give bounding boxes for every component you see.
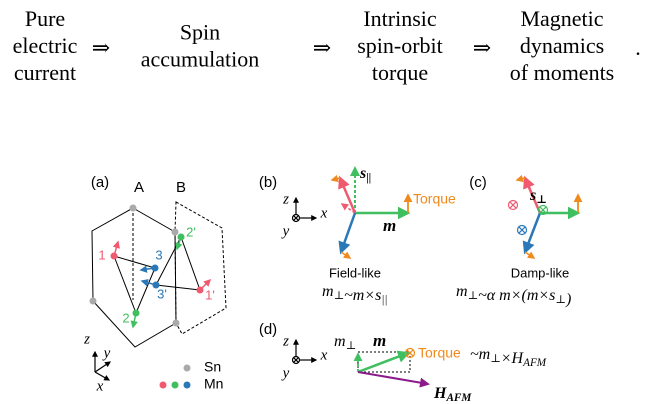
math-sub: ⊥ [490,353,501,365]
line [95,362,110,372]
math: s⊥ [529,187,547,206]
math-part: ) [565,291,571,308]
line [517,178,525,180]
panel-label: (c) [469,174,487,191]
flow-step: current [14,60,76,85]
flow-step: of moments [510,60,615,85]
legend-mn [172,382,179,389]
axis-label: x [320,347,328,363]
math-sub: ⊥ [346,340,357,352]
legend-mn [160,382,167,389]
axis-label: z [83,331,90,347]
flow-arrow: ⇒ [92,35,110,60]
flow-arrow: ⇒ [473,35,491,60]
math-sub: AFM [445,392,472,404]
cell-label: A [134,179,144,196]
line [340,178,355,213]
site-label: 3' [157,286,167,301]
math-part: m [383,216,396,235]
axis-label: x [96,378,104,394]
line [358,372,428,384]
panel-label: (d) [259,321,277,338]
line [181,237,200,290]
axis-label: y [281,365,290,381]
torque-label: Torque [413,191,456,207]
line [136,268,155,313]
sn-atom [90,298,97,305]
panel-label: (a) [91,174,109,191]
math: m [383,216,396,235]
sn-atom [173,320,180,327]
math-part: H [433,385,447,402]
figure: Pureelectriccurrent Spinaccumulation Intri… [0,0,653,404]
line [358,353,408,372]
math: ~m⊥×HAFM [470,346,547,369]
math-sub: || [381,294,387,306]
math: m⊥~m×s|| [322,283,387,306]
math-sub: || [366,172,371,184]
math-part: m [456,283,468,300]
site-label: 1 [98,247,105,262]
flow-step: Magnetic [520,6,603,31]
axis-label: z [282,191,289,207]
math: m [373,331,386,350]
axis-label: y [281,223,290,239]
flow-step: spin-orbit [357,33,443,58]
math-part: m [322,283,334,300]
math-sub: AFM [522,357,547,369]
caption: Field-like [329,265,381,280]
site-label: 3 [155,247,162,262]
sn-atom [130,205,137,212]
flow-step: Intrinsic [363,6,437,31]
cell-a [92,208,176,347]
legend-sn [184,365,191,372]
math-part: ×H [501,350,525,367]
flow-end: . [635,35,641,60]
math-part: ~α m×(m×s [478,287,555,304]
flow-step: Spin [180,20,220,45]
axis-label: z [282,333,289,349]
line [525,213,540,252]
line [114,256,155,268]
panel-label: (b) [259,174,277,191]
site-label: 2 [122,310,129,325]
math: m⊥~α m×(m×s⊥) [456,283,571,308]
math-part: m [373,331,386,350]
flow-arrow: ⇒ [313,35,331,60]
line [332,178,340,180]
flow-step: dynamics [520,33,604,58]
flow-step: accumulation [141,47,260,72]
math-part: ~m [470,346,490,363]
line [525,252,534,258]
math: m⊥ [334,333,356,352]
math-part: s [359,165,366,182]
math: HAFM [433,385,472,404]
math: s|| [359,165,371,184]
flow-step: electric [13,33,78,58]
cell-label: B [176,179,186,196]
legend-text: Sn [204,359,221,375]
torque-label: Torque [418,345,461,361]
math-part: ~m×s [344,287,381,304]
line [341,213,355,252]
math-sub: ⊥ [555,294,566,306]
math-sub: ⊥ [468,290,479,302]
math-part: m [334,333,346,350]
cell-b [175,202,226,334]
flow-step: Pure [25,6,65,31]
flow-step: torque [372,60,428,85]
axis-label: y [102,345,111,361]
math-sub: ⊥ [536,194,547,206]
site-label: 2' [186,224,196,239]
sn-atom [172,229,179,236]
legend-mn [184,382,191,389]
math-sub: ⊥ [334,290,345,302]
site-label: 1' [205,287,215,302]
legend-text: Mn [204,376,223,392]
math-part: s [529,187,536,204]
axis-label: x [320,205,328,221]
caption: Damp-like [511,265,570,280]
line [341,252,350,258]
